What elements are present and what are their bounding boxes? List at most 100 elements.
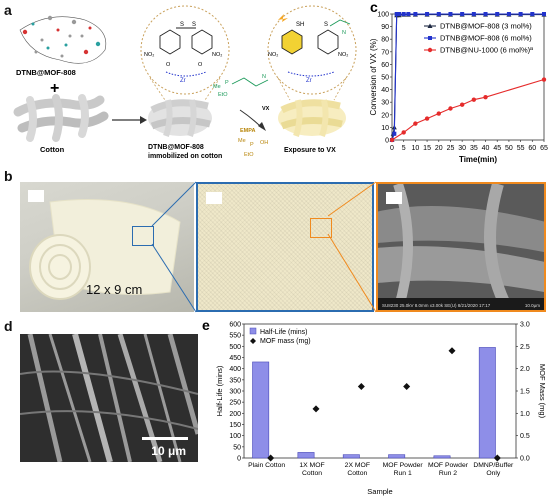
x-tick-label: 0	[390, 145, 394, 152]
bar	[252, 361, 270, 459]
category-label: Cotton	[347, 470, 367, 477]
y2-tick-label: 1.0	[520, 411, 530, 418]
legend-marker	[427, 47, 433, 53]
empa-eto-label: EtO	[244, 152, 254, 158]
empa-p-label: P	[250, 142, 254, 148]
crystal-atom	[56, 28, 60, 32]
data-point	[394, 12, 399, 16]
panel-d-label: d	[4, 318, 13, 334]
vx-label: VX	[262, 106, 270, 112]
data-point	[542, 12, 546, 16]
category-label: Run 2	[439, 470, 457, 477]
molecule-bubble-product: SH S N NO₂ NO₂ Zr	[267, 5, 357, 101]
data-point	[506, 12, 511, 16]
no2-label-3: NO₂	[268, 52, 278, 58]
mass-point	[357, 383, 365, 391]
legend-entry: Half-Life (mins)	[260, 329, 307, 336]
size-text: 12 x 9 cm	[86, 282, 143, 297]
y-tick-label: 150	[229, 422, 241, 429]
y2-tick-label: 0.0	[520, 456, 530, 463]
data-point	[459, 102, 465, 107]
data-point	[541, 77, 547, 82]
data-point	[495, 12, 500, 16]
cotton-label: Cotton	[40, 145, 65, 154]
cotton-weave-icon	[13, 94, 109, 142]
bar	[297, 452, 315, 459]
y-tick-label: 10	[381, 125, 389, 132]
data-point	[406, 12, 411, 16]
data-point	[483, 12, 488, 16]
y2-tick-label: 0.5	[520, 433, 530, 440]
x-tick-label: 20	[435, 145, 443, 152]
y2-tick-label: 2.0	[520, 366, 530, 373]
data-point	[471, 97, 477, 102]
y2-tick-label: 1.5	[520, 389, 530, 396]
crystal-atom	[46, 46, 50, 50]
data-point	[413, 121, 418, 126]
scale-bar	[142, 437, 188, 440]
y-tick-label: 100	[229, 433, 241, 440]
crystal-atom	[88, 26, 92, 30]
data-point	[425, 12, 430, 16]
y-axis-label: Conversion of VX (%)	[369, 38, 378, 115]
x-tick-label: 50	[505, 145, 513, 152]
disulfide-s-label: S	[180, 22, 184, 28]
n-label: N	[262, 74, 266, 80]
category-label: 1X MOF	[299, 462, 324, 469]
x-tick-label: 40	[482, 145, 490, 152]
mass-point	[493, 454, 501, 462]
y2-tick-label: 2.5	[520, 344, 530, 351]
zr-label-2: Zr	[306, 78, 312, 84]
data-point	[471, 12, 476, 16]
lightning-icon	[278, 14, 288, 22]
sh-label: SH	[296, 22, 304, 28]
series-line	[391, 78, 545, 141]
y-tick-label: 200	[229, 411, 241, 418]
panel-e-chart: e 0 50 100 150 200 250 300 350 400 450 500 550 600 0.…	[202, 317, 547, 496]
crystal-atom	[34, 50, 38, 54]
cross-section-sem-image: 10 μm	[20, 334, 198, 462]
x-axis-label: Sample	[367, 487, 392, 496]
crystal-atom	[80, 34, 84, 38]
legend-marker	[427, 23, 433, 28]
data-point	[483, 94, 488, 100]
y-tick-label: 40	[381, 87, 389, 94]
photo-corner-tag	[28, 190, 44, 202]
category-label: Run 1	[394, 470, 412, 477]
sem-caption: SU8230 25.0kV 8.0mm x3.00k SE(U) 8/21/20…	[382, 303, 491, 308]
eto-label: EtO	[218, 92, 228, 98]
empa-label: EMPA	[240, 128, 256, 134]
category-label: MOF Powder	[383, 462, 424, 469]
y-tick-label: 80	[381, 37, 389, 44]
data-point	[401, 130, 406, 135]
empa-molecule: Me P OH EtO	[238, 138, 268, 158]
me-label: Me	[213, 84, 221, 90]
plus-sign: +	[50, 80, 59, 97]
y-tick-label: 20	[381, 112, 389, 119]
arrow-1-head-icon	[140, 116, 147, 124]
data-point	[397, 12, 402, 16]
crystal-atom	[68, 34, 72, 38]
crystal-atom	[64, 43, 68, 47]
no2-label-2: NO₂	[212, 52, 222, 58]
mof-crystal-structure	[19, 15, 107, 64]
crystal-atom	[31, 22, 35, 26]
sem-scale: 10.0μm	[524, 303, 540, 308]
x-tick-label: 25	[447, 145, 455, 152]
vx-reagent: Me P EtO N	[213, 74, 269, 98]
o-label-2: O	[198, 62, 203, 68]
mass-point	[267, 454, 275, 462]
legend-diamond	[250, 338, 256, 344]
p-label: P	[225, 80, 229, 86]
photo-corner-tag-3	[386, 192, 402, 204]
immobilized-cotton-icon	[148, 99, 212, 137]
bar	[433, 455, 451, 459]
crystal-atom	[60, 54, 64, 58]
y-tick-label: 90	[381, 24, 389, 31]
data-point	[389, 137, 395, 143]
bar	[478, 347, 496, 459]
category-label: MOF Powder	[428, 462, 469, 469]
cotton-roll-photo: 12 x 9 cm	[20, 182, 194, 312]
x-tick-label: 10	[411, 145, 419, 152]
